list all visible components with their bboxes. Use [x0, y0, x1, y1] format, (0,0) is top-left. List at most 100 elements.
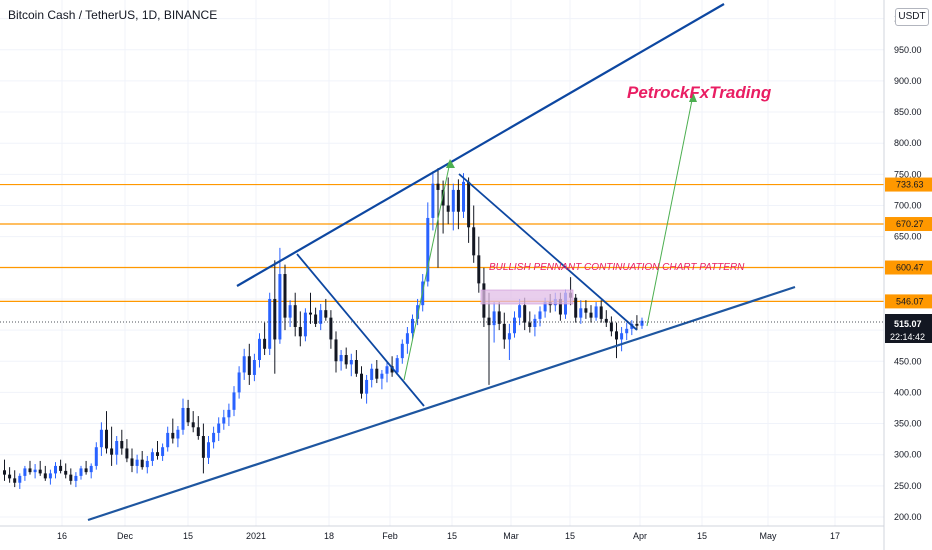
time-axis: 16 Dec 15 2021 18 Feb 15 Mar 15 Apr 15 May 17 [57, 531, 840, 541]
y-tick-label: 300.00 [894, 450, 922, 460]
candle-body [18, 475, 22, 483]
candle-body [538, 311, 542, 319]
candle-body [171, 432, 175, 439]
x-tick-label: 17 [830, 531, 840, 541]
y-tick-label: 750.00 [894, 169, 922, 179]
candle-body [487, 317, 491, 326]
candle-body [8, 474, 12, 479]
candle-body [3, 470, 6, 475]
candle-body [176, 429, 180, 439]
candle-body [130, 458, 134, 466]
candle-body [400, 343, 404, 359]
candle-body [604, 318, 608, 323]
candle-body [293, 305, 297, 327]
brand-annotation[interactable]: PetrockFxTrading [627, 83, 772, 102]
candle-body [411, 318, 414, 334]
projection-arrowhead-icon [689, 92, 697, 102]
candle-body [89, 465, 93, 473]
flag-line-1[interactable] [296, 253, 425, 407]
impulse-arrow[interactable] [403, 161, 451, 381]
current-price-tag: 515.07 22:14:42 [885, 314, 932, 343]
candle-body [278, 274, 282, 340]
candle-body [145, 460, 149, 468]
price-tags: 733.63 670.27 600.47 546.07 [885, 177, 932, 309]
x-tick-label: May [759, 531, 777, 541]
level-tag-label: 670.27 [896, 219, 924, 229]
candle-body [314, 314, 318, 324]
candle-body [125, 448, 129, 459]
x-tick-label: 18 [324, 531, 334, 541]
candle-body [543, 302, 547, 312]
candle-body [258, 338, 261, 361]
candle-body [166, 432, 170, 448]
candle-body [625, 328, 629, 334]
candle-body [497, 311, 501, 324]
currency-button[interactable]: USDT [895, 8, 929, 26]
candle-body [451, 189, 455, 212]
level-tag [885, 294, 932, 309]
candle-body [584, 308, 588, 313]
channel-lower-line[interactable] [87, 285, 796, 522]
x-tick-label: 15 [565, 531, 575, 541]
candle-body [360, 373, 363, 394]
channel-upper-line[interactable] [236, 3, 725, 287]
pennant-upper-line[interactable] [458, 173, 638, 331]
candle-body [354, 360, 358, 374]
candle-body [395, 358, 399, 373]
level-tag-label: 600.47 [896, 263, 924, 273]
candle-body [186, 407, 190, 423]
chart-title: Bitcoin Cash / TetherUS, 1D, BINANCE [8, 8, 218, 22]
candle-body [140, 459, 144, 468]
drawings: PetrockFxTrading BULLISH PENNANT CONTINU… [87, 3, 796, 522]
candle-body [222, 417, 226, 424]
candle-body [54, 465, 57, 474]
y-tick-label: 450.00 [894, 356, 922, 366]
candle-body [334, 339, 338, 362]
candle-body [518, 305, 522, 318]
level-tag [885, 217, 932, 232]
candle-body [64, 470, 68, 475]
candle-body [135, 459, 139, 466]
candle-body [74, 475, 78, 481]
y-tick-label: 650.00 [894, 232, 922, 242]
candle-body [28, 468, 32, 473]
candle-body [181, 407, 185, 430]
candle-body [298, 326, 302, 337]
x-tick-label: 2021 [246, 531, 266, 541]
candle-body [227, 409, 231, 418]
candle-body [196, 427, 200, 437]
projection-arrow[interactable] [646, 94, 694, 327]
y-tick-label: 250.00 [894, 481, 922, 491]
candle-body [574, 297, 578, 318]
candle-body [43, 473, 47, 479]
candle-body [207, 442, 210, 458]
pattern-annotation[interactable]: BULLISH PENNANT CONTINUATION CHART PATTE… [489, 262, 745, 273]
candle-body [456, 189, 460, 212]
x-tick-label: 15 [183, 531, 193, 541]
candle-body [324, 310, 328, 318]
candle-body [237, 372, 241, 393]
candle-body [380, 373, 384, 379]
candle-body [212, 432, 216, 443]
candle-body [436, 183, 440, 190]
candle-body [579, 308, 583, 318]
candle-body [263, 338, 267, 349]
candle-body [599, 306, 603, 319]
candle-body [431, 183, 435, 218]
level-tag [885, 177, 932, 192]
candle-body [33, 469, 37, 473]
candle-body [94, 447, 98, 466]
candle-body [288, 305, 292, 318]
candle-body [416, 305, 420, 319]
candle-body [467, 181, 471, 228]
x-tick-label: Mar [503, 531, 519, 541]
impulse-arrowhead-icon [446, 159, 455, 168]
candles [3, 168, 644, 489]
candle-body [150, 452, 154, 461]
candle-body [344, 355, 348, 365]
candle-body [232, 392, 236, 410]
consolidation-zone[interactable] [480, 289, 574, 305]
candle-body [615, 331, 618, 340]
